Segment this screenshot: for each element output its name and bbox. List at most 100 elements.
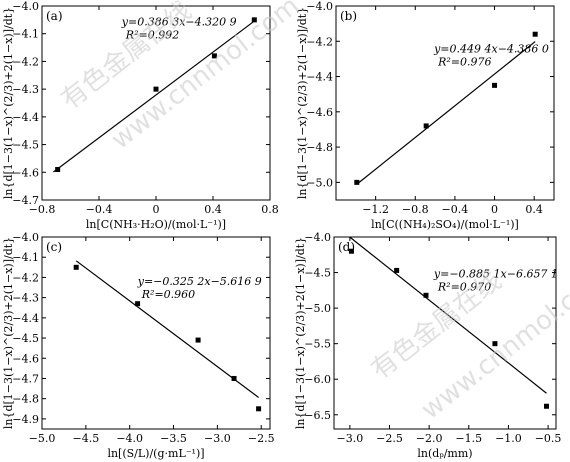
y-tick-label: −6.0 bbox=[304, 373, 331, 386]
x-tick-label: −2.0 bbox=[416, 432, 443, 445]
y-tick-label: −4.0 bbox=[12, 231, 39, 244]
data-point bbox=[394, 267, 400, 273]
y-tick-label: −4.1 bbox=[12, 28, 39, 41]
panel-label: (c) bbox=[46, 240, 62, 254]
y-tick-label: −4.8 bbox=[12, 393, 39, 406]
x-tick-label: −0.8 bbox=[29, 203, 56, 216]
data-point bbox=[543, 403, 549, 409]
data-point bbox=[135, 301, 141, 307]
panel-label: (b) bbox=[340, 9, 357, 23]
y-tick-label: −4.4 bbox=[306, 71, 333, 84]
x-tick-label: −1.5 bbox=[455, 432, 482, 445]
y-tick-label: −4.0 bbox=[12, 0, 39, 13]
y-axis-label: ln{d[1−3(1−x)^(2/3)+2(1−x)]/dt} bbox=[296, 7, 309, 199]
fit-line bbox=[356, 41, 536, 185]
y-tick-label: −4.2 bbox=[12, 55, 39, 68]
x-axis-label: ln[C((NH₄)₂SO₄)/(mol·L⁻¹)] bbox=[371, 218, 519, 231]
plot-frame bbox=[335, 5, 555, 201]
x-tick-label: 0.8 bbox=[261, 203, 279, 216]
y-axis-label: ln{d[1−3(1−x)^(2/3)+2(1−x)]/dt} bbox=[2, 237, 15, 429]
y-tick-label: −5.5 bbox=[304, 338, 331, 351]
fit-equation: y=0.449 4x−4.386 0 bbox=[433, 43, 549, 56]
x-tick-label: 0 bbox=[153, 203, 160, 216]
data-point bbox=[348, 248, 354, 254]
x-tick-label: −4.5 bbox=[72, 432, 99, 445]
y-tick-label: −4.6 bbox=[12, 166, 39, 179]
x-tick-label: −0.4 bbox=[86, 203, 113, 216]
x-tick-label: 0.4 bbox=[525, 203, 543, 216]
data-point bbox=[211, 53, 217, 59]
x-tick-label: −0.8 bbox=[402, 203, 429, 216]
x-axis-label: ln[(S/L)/(g·mL⁻¹)] bbox=[107, 447, 204, 460]
y-tick-label: −4.7 bbox=[12, 372, 39, 385]
data-point bbox=[492, 341, 498, 347]
fit-equation: y=−0.885 1x−6.657 1 bbox=[433, 267, 558, 280]
fit-line bbox=[349, 236, 547, 394]
data-point bbox=[256, 406, 262, 412]
data-point bbox=[423, 123, 429, 129]
y-tick-label: −4.6 bbox=[306, 106, 333, 119]
x-tick-label: −2.5 bbox=[376, 432, 403, 445]
y-axis-label: ln{d[1−3(1−x)^(2/3)+2(1−x)]/dt} bbox=[294, 237, 307, 429]
x-tick-label: −4.0 bbox=[116, 432, 143, 445]
data-point bbox=[492, 82, 498, 88]
x-tick-label: −1.2 bbox=[362, 203, 389, 216]
y-axis-label: ln{d[1−3(1−x)^(2/3)+2(1−x)]/dt} bbox=[2, 7, 15, 199]
x-tick-label: −0.4 bbox=[442, 203, 469, 216]
data-point bbox=[153, 86, 159, 92]
x-tick-label: −2.5 bbox=[248, 432, 275, 445]
x-tick-label: −3.0 bbox=[336, 432, 363, 445]
y-tick-label: −4.7 bbox=[12, 194, 39, 207]
y-tick-label: −4.5 bbox=[12, 139, 39, 152]
y-tick-label: −4.5 bbox=[12, 332, 39, 345]
y-tick-label: −5.0 bbox=[306, 176, 333, 189]
data-point bbox=[73, 264, 79, 270]
x-tick-label: −0.5 bbox=[535, 432, 562, 445]
data-point bbox=[195, 337, 201, 343]
x-tick-label: −3.0 bbox=[204, 432, 231, 445]
y-tick-label: −4.0 bbox=[304, 231, 331, 244]
fit-line bbox=[75, 260, 259, 398]
y-tick-label: −4.4 bbox=[12, 111, 39, 124]
x-tick-label: 0.4 bbox=[204, 203, 222, 216]
r-squared: R²=0.976 bbox=[437, 56, 491, 69]
fit-equation: y=−0.325 2x−5.616 9 bbox=[137, 275, 262, 288]
y-tick-label: −4.8 bbox=[306, 141, 333, 154]
data-point bbox=[354, 179, 360, 185]
x-tick-label: −5.0 bbox=[29, 432, 56, 445]
chart-panel-2: −1.2 −0.8 −0.4 0 0.4 −5.0 −4.8 −4.6 −4.4 −4.2 −4.0… bbox=[296, 0, 555, 231]
y-tick-label: −4.9 bbox=[12, 413, 39, 426]
y-tick-label: −4.3 bbox=[12, 292, 39, 305]
chart-panel-3: −5.0 −4.5 −4.0 −3.5 −3.0 −2.5 −4.9 −4.8 −4.7 −4.6… bbox=[2, 231, 275, 460]
y-tick-label: −6.5 bbox=[304, 409, 331, 422]
plot-frame bbox=[41, 236, 271, 430]
chart-panel-1: −0.8 −0.4 0 0.4 0.8 −4.7 −4.6 −4.5 −4.4 −4.3 −4.2 −… bbox=[2, 0, 279, 231]
panel-label: (a) bbox=[46, 9, 63, 23]
x-axis-label: ln(dₚ/mm) bbox=[417, 447, 472, 460]
y-tick-label: −4.0 bbox=[306, 0, 333, 13]
y-tick-label: −4.2 bbox=[12, 271, 39, 284]
y-tick-label: −4.2 bbox=[306, 35, 333, 48]
r-squared: R²=0.970 bbox=[437, 280, 491, 293]
y-tick-label: −4.4 bbox=[12, 312, 39, 325]
y-tick-label: −4.1 bbox=[12, 251, 39, 264]
r-squared: R²=0.992 bbox=[125, 28, 179, 41]
x-tick-label: −1.0 bbox=[495, 432, 522, 445]
data-point bbox=[423, 292, 429, 298]
x-tick-label: −3.5 bbox=[160, 432, 187, 445]
y-tick-label: −5.0 bbox=[304, 302, 331, 315]
y-tick-label: −4.6 bbox=[12, 352, 39, 365]
y-tick-label: −4.5 bbox=[304, 267, 331, 280]
data-point bbox=[231, 375, 237, 381]
r-squared: R²=0.960 bbox=[141, 288, 195, 301]
data-point bbox=[532, 31, 538, 37]
plot-frame bbox=[333, 236, 557, 430]
fit-line bbox=[53, 20, 255, 173]
data-point bbox=[251, 17, 257, 23]
chart-panel-4: −3.0 −2.5 −2.0 −1.5 −1.0 −0.5 −6.5 −6.0 −5.5 −5.0… bbox=[294, 231, 561, 460]
x-axis-label: ln[C(NH₃·H₂O)/(mol·L⁻¹)] bbox=[86, 218, 226, 231]
fit-equation: y=0.386 3x−4.320 9 bbox=[121, 15, 237, 28]
x-tick-label: 0 bbox=[491, 203, 498, 216]
data-point bbox=[55, 167, 61, 173]
